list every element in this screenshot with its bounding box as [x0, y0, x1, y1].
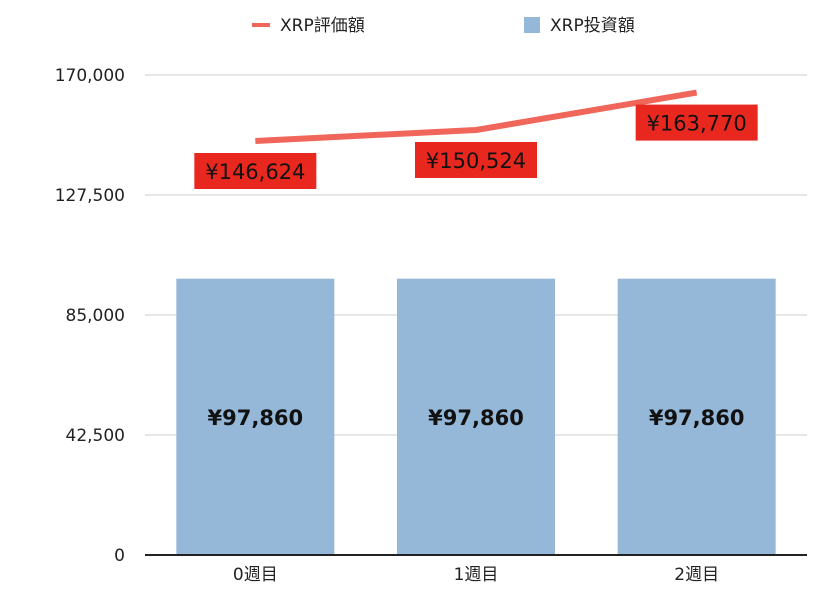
bar-series	[176, 278, 776, 555]
y-tick-label: 0	[114, 546, 125, 566]
legend-bar-swatch	[524, 17, 540, 33]
bar-data-label: ¥97,860	[428, 406, 524, 430]
line-data-label: ¥163,770	[647, 112, 747, 136]
axes: 0 42,500 85,000 127,500 170,000 0週目 1週目 2週目	[55, 66, 807, 585]
legend-label: XRP評価額	[280, 16, 365, 36]
bar	[397, 278, 555, 555]
y-tick-label: 42,500	[66, 426, 125, 446]
y-tick-label: 85,000	[66, 306, 125, 326]
line-data-label: ¥150,524	[426, 149, 526, 173]
line-data-label-box	[194, 153, 317, 190]
line-data-label-box	[635, 104, 758, 141]
x-tick-label: 1週目	[454, 565, 499, 585]
legend-label: XRP投資額	[550, 16, 635, 36]
bar-data-label: ¥97,860	[208, 406, 304, 430]
legend: XRP評価額 XRP投資額	[252, 16, 635, 36]
bar	[176, 278, 335, 555]
x-tick-label: 2週目	[674, 565, 719, 585]
line-data-label-box	[415, 141, 537, 178]
x-tick-label: 0週目	[233, 565, 278, 585]
line-series	[255, 89, 698, 144]
line-path	[255, 89, 698, 144]
bar	[617, 278, 776, 555]
y-tick-label: 127,500	[55, 186, 125, 206]
bar-data-label: ¥97,860	[649, 406, 745, 430]
y-tick-label: 170,000	[55, 66, 125, 86]
data-labels: ¥97,860 ¥97,860 ¥97,860 ¥146,624 ¥150,524 ¥16…	[194, 104, 758, 430]
line-data-label: ¥146,624	[205, 160, 305, 184]
